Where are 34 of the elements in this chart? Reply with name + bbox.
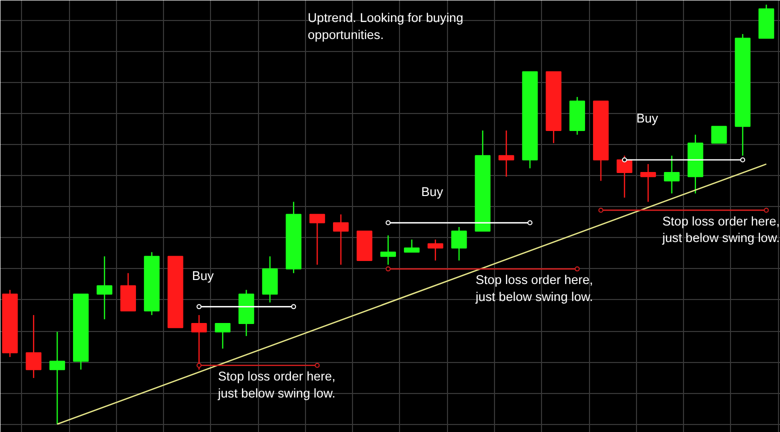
point bbox=[386, 266, 391, 272]
candlestick bbox=[451, 226, 467, 262]
annotation: Stop loss order here, just below swing low. bbox=[216, 370, 336, 400]
candlestick bbox=[333, 214, 349, 266]
point bbox=[740, 157, 746, 162]
point bbox=[574, 266, 580, 272]
point bbox=[622, 157, 627, 162]
candlestick bbox=[26, 314, 42, 379]
point bbox=[527, 220, 532, 226]
point bbox=[598, 208, 604, 213]
point bbox=[291, 304, 296, 310]
annotation: Stop loss order here, just below swing low. bbox=[661, 214, 780, 246]
candlestick bbox=[380, 234, 396, 266]
candlestick bbox=[49, 331, 66, 425]
annotation: Stop loss order here, just below swing low. bbox=[474, 273, 594, 304]
point bbox=[386, 220, 391, 226]
point bbox=[196, 304, 202, 310]
annotation: Buy bbox=[636, 112, 659, 126]
annotation: Buy bbox=[192, 268, 214, 283]
candlestick bbox=[498, 130, 514, 178]
annotation: Uptrend. Looking for buying opportunities. bbox=[308, 10, 464, 42]
annotation: Buy bbox=[421, 185, 444, 200]
candlestick bbox=[711, 126, 727, 144]
candlestick bbox=[664, 155, 680, 194]
candlestick bbox=[404, 238, 420, 253]
candlestick bbox=[214, 322, 231, 350]
candlestick bbox=[191, 314, 207, 370]
point bbox=[196, 362, 202, 368]
candlestick bbox=[428, 238, 444, 262]
candlestick bbox=[309, 214, 326, 266]
candlestick bbox=[96, 256, 112, 320]
candlestick bbox=[640, 163, 656, 202]
point bbox=[314, 362, 320, 368]
point bbox=[764, 208, 769, 213]
